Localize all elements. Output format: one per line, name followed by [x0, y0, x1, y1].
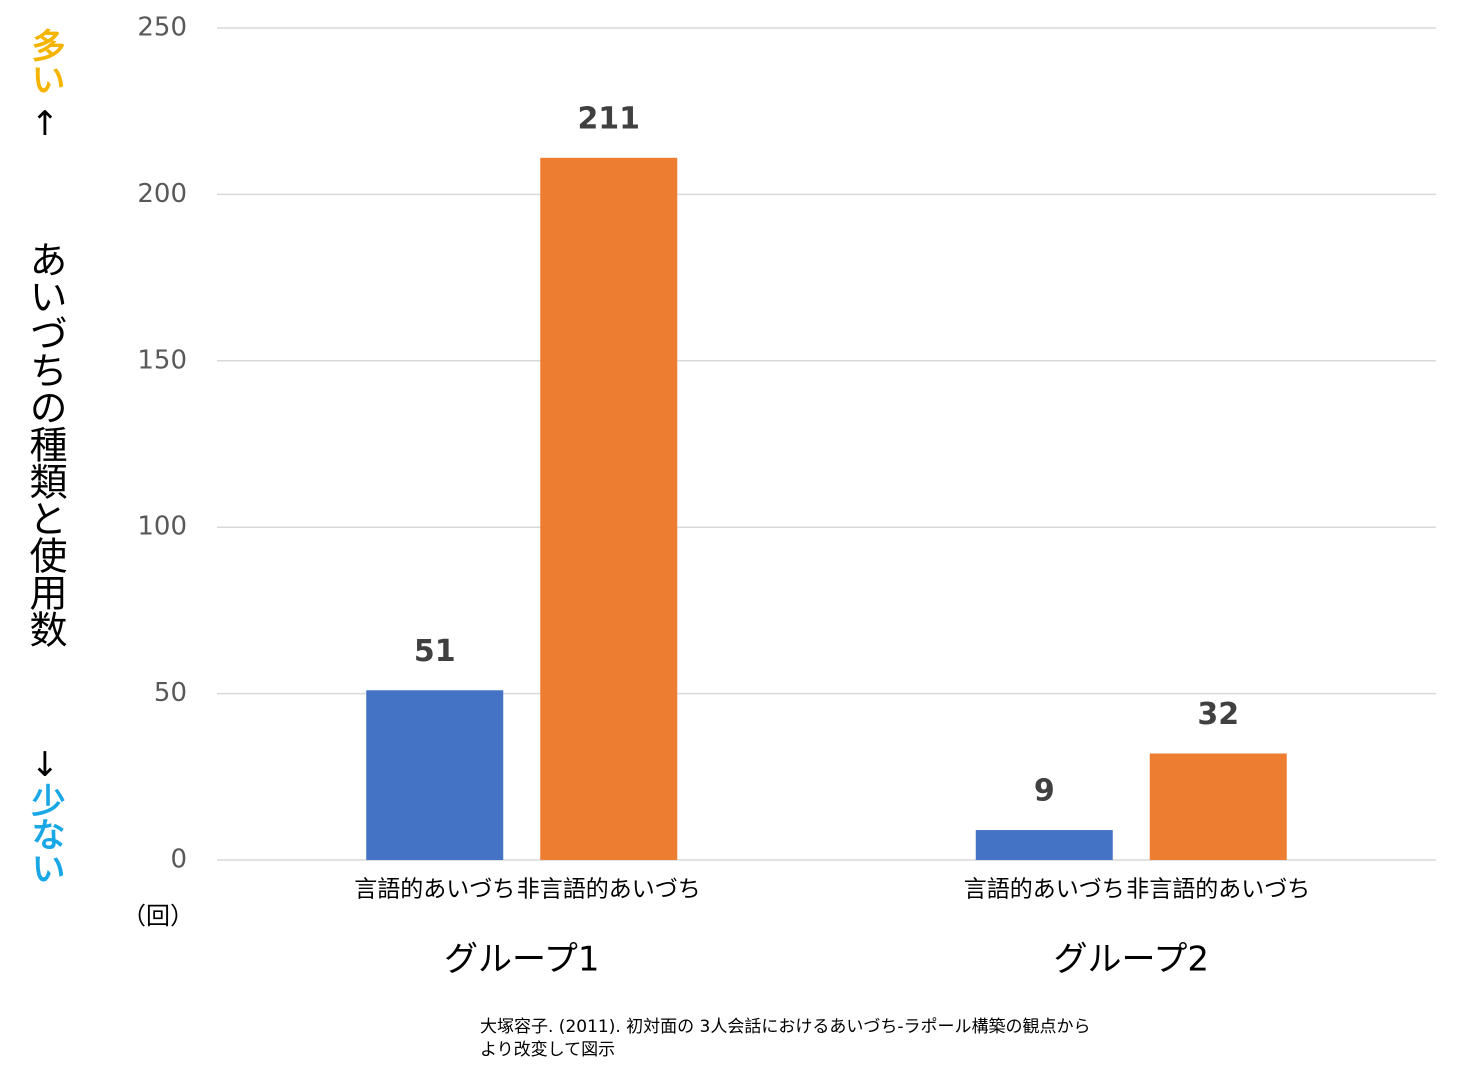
- y-tick-label: 150: [137, 345, 187, 375]
- y-tick-label: 100: [137, 512, 187, 542]
- y-label-bottom-arrow: ↓: [25, 745, 65, 785]
- unit-label: （回）: [122, 902, 194, 930]
- bar-label: 非言語的あいづち: [517, 877, 701, 903]
- bar: [540, 157, 678, 861]
- y-tick-label: 0: [170, 845, 187, 875]
- group-label: グループ1: [444, 940, 600, 980]
- y-label-top-word: 多い: [25, 28, 65, 96]
- source-note: より改変して図示: [480, 1040, 615, 1060]
- data-label: 9: [1034, 774, 1055, 809]
- bar: [366, 690, 504, 860]
- bar-label: 言語的あいづち: [354, 877, 515, 903]
- y-label-bottom-word: 少ない: [25, 783, 65, 885]
- bar: [975, 830, 1113, 860]
- bar-label: 言語的あいづち: [964, 877, 1125, 903]
- bar-label: 非言語的あいづち: [1126, 877, 1310, 903]
- data-label: 211: [577, 101, 640, 136]
- source-note: 大塚容子. (2011). 初対面の 3人会話におけるあいづち-ラポール構築の観…: [480, 1017, 1091, 1037]
- group-label: グループ2: [1053, 940, 1209, 980]
- data-label: 32: [1197, 697, 1239, 732]
- y-label-top-arrow: ↑: [25, 104, 65, 144]
- data-label: 51: [414, 634, 456, 669]
- y-tick-label: 250: [137, 13, 187, 43]
- bar: [1149, 753, 1287, 860]
- y-tick-label: 200: [137, 179, 187, 209]
- y-axis-label: あいづちの種類と使用数: [23, 240, 67, 647]
- y-tick-label: 50: [154, 678, 187, 708]
